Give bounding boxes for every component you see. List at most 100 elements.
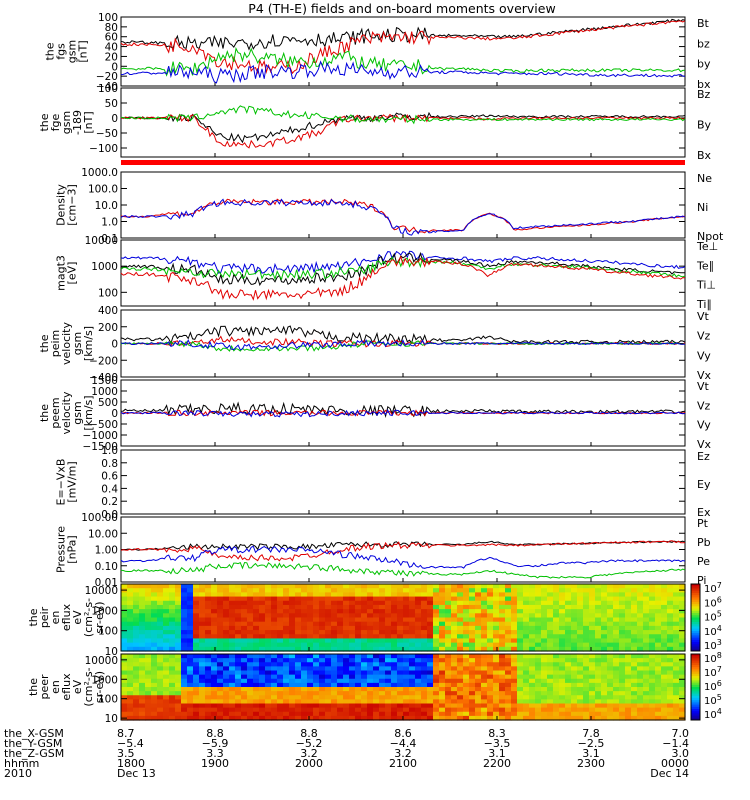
spectrogram-cell bbox=[223, 662, 230, 667]
spectrogram-cell bbox=[619, 715, 626, 721]
spectrogram-cell bbox=[505, 588, 512, 593]
spectrogram-cell bbox=[199, 674, 206, 680]
spectrogram-cell bbox=[559, 695, 566, 700]
spectrogram-cell bbox=[169, 687, 176, 692]
spectrogram-cell bbox=[265, 604, 272, 610]
spectrogram-cell bbox=[127, 592, 134, 598]
spectrogram-cell bbox=[151, 604, 158, 610]
y-axis-label: [nT] bbox=[77, 40, 90, 62]
spectrogram-cell bbox=[211, 678, 218, 684]
spectrogram-cell bbox=[613, 699, 620, 705]
spectrogram-cell bbox=[601, 682, 608, 688]
spectrogram-cell bbox=[661, 646, 668, 652]
spectrogram-cell bbox=[151, 711, 158, 717]
spectrogram-cell bbox=[175, 703, 182, 709]
spectrogram-cell bbox=[229, 678, 236, 684]
spectrogram-cell bbox=[481, 617, 488, 623]
spectrogram-cell bbox=[481, 600, 488, 606]
spectrogram-cell bbox=[325, 670, 332, 676]
spectrogram-cell bbox=[217, 642, 224, 648]
spectrogram-cell bbox=[391, 691, 398, 696]
spectrogram-cell bbox=[133, 630, 140, 635]
spectrogram-cell bbox=[595, 666, 602, 672]
spectrogram-cell bbox=[187, 621, 194, 627]
spectrogram-cell bbox=[355, 642, 362, 648]
spectrogram-cell bbox=[343, 674, 350, 680]
spectrogram-cell bbox=[679, 617, 686, 623]
spectrogram-cell bbox=[241, 687, 248, 692]
spectrogram-cell bbox=[667, 682, 674, 688]
spectrogram-cell bbox=[379, 707, 386, 713]
spectrogram-cell bbox=[457, 687, 464, 692]
spectrogram-cell bbox=[145, 625, 152, 631]
spectrogram-cell bbox=[121, 634, 128, 640]
spectrogram-cell bbox=[511, 617, 518, 623]
spectrogram-cell bbox=[445, 621, 452, 627]
spectrogram-cell bbox=[343, 609, 350, 614]
spectrogram-cell bbox=[673, 588, 680, 593]
spectrogram-cell bbox=[631, 682, 638, 688]
spectrogram-cell bbox=[493, 613, 500, 619]
spectrogram-cell bbox=[451, 703, 458, 709]
spectrogram-cell bbox=[385, 646, 392, 652]
spectrogram-cell bbox=[607, 592, 614, 598]
spectrogram-cell bbox=[331, 638, 338, 644]
spectrogram-cell bbox=[523, 658, 530, 663]
spectrogram-cell bbox=[307, 609, 314, 614]
spectrogram-cell bbox=[643, 621, 650, 627]
spectrogram-cell bbox=[577, 600, 584, 606]
y-tick-label: 1500 bbox=[91, 375, 118, 387]
spectrogram-cell bbox=[409, 678, 416, 684]
spectrogram-cell bbox=[457, 670, 464, 676]
spectrogram-cell bbox=[199, 592, 206, 598]
spectrogram-cell bbox=[655, 707, 662, 713]
spectrogram-cell bbox=[187, 625, 194, 631]
y-tick-label: 0.10 bbox=[95, 561, 118, 573]
spectrogram-cell bbox=[397, 609, 404, 614]
spectrogram-cell bbox=[439, 584, 446, 589]
spectrogram-cell bbox=[487, 711, 494, 717]
spectrogram-cell bbox=[553, 646, 560, 652]
spectrogram-cell bbox=[331, 630, 338, 635]
spectrogram-cell bbox=[181, 617, 188, 623]
footer-value: 3.3 bbox=[206, 747, 224, 760]
spectrogram-cell bbox=[265, 711, 272, 717]
spectrogram-cell bbox=[247, 596, 254, 602]
spectrogram-cell bbox=[331, 604, 338, 610]
spectrogram-cell bbox=[529, 666, 536, 672]
spectrogram-cell bbox=[607, 670, 614, 676]
spectrogram-cell bbox=[265, 638, 272, 644]
spectrogram-cell bbox=[151, 678, 158, 684]
spectrogram-cell bbox=[313, 707, 320, 713]
spectrogram-cell bbox=[289, 625, 296, 631]
spectrogram-cell bbox=[313, 691, 320, 696]
spectrogram-cell bbox=[643, 630, 650, 635]
spectrogram-cell bbox=[409, 695, 416, 700]
spectrogram-cell bbox=[289, 592, 296, 598]
spectrogram-cell bbox=[679, 662, 686, 667]
spectrogram-cell bbox=[583, 674, 590, 680]
spectrogram-cell bbox=[403, 642, 410, 648]
spectrogram-cell bbox=[391, 646, 398, 652]
spectrogram-cell bbox=[427, 604, 434, 610]
panel-frame bbox=[120, 449, 686, 515]
spectrogram-cell bbox=[325, 654, 332, 659]
spectrogram-cell bbox=[385, 678, 392, 684]
spectrogram-cell bbox=[439, 674, 446, 680]
spectrogram-cell bbox=[433, 678, 440, 684]
spectrogram-cell bbox=[259, 670, 266, 676]
spectrogram-cell bbox=[373, 642, 380, 648]
spectrogram-cell bbox=[529, 642, 536, 648]
spectrogram-cell bbox=[247, 613, 254, 619]
spectrogram-cell bbox=[349, 654, 356, 659]
spectrogram-cell bbox=[571, 621, 578, 627]
spectrogram-cell bbox=[283, 634, 290, 640]
spectrogram-cell bbox=[415, 674, 422, 680]
spectrogram-cell bbox=[625, 588, 632, 593]
spectrogram-cell bbox=[223, 588, 230, 593]
colorbar-segment bbox=[691, 691, 700, 695]
spectrogram-cell bbox=[373, 609, 380, 614]
spectrogram-cell bbox=[361, 674, 368, 680]
spectrogram-cell bbox=[475, 654, 482, 659]
spectrogram-cell bbox=[613, 604, 620, 610]
